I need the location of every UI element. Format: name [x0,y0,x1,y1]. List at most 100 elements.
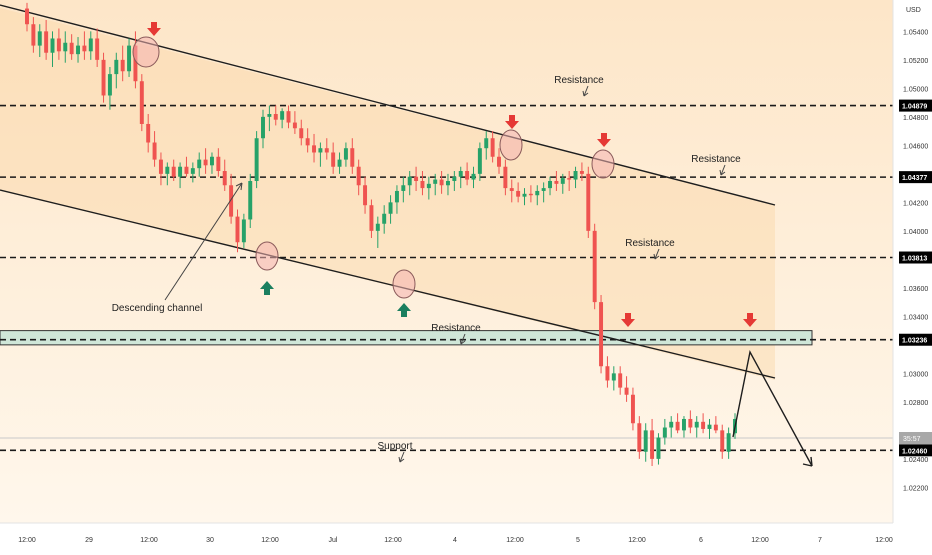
candle-body [720,430,725,452]
candle-body [567,178,572,180]
down-arrow-icon [147,22,161,36]
candle-body [56,38,61,52]
label-pointer [583,85,589,97]
candle-body [388,202,393,214]
resistance-label: Resistance [625,238,675,249]
candle-body [25,8,29,25]
time-tick-label: Jul [329,537,338,544]
candle-body [599,302,604,367]
candle-body [171,166,176,177]
candle-body [497,156,501,167]
candle-body [465,171,470,180]
candle-body [222,171,227,186]
projection-path [732,349,813,467]
price-tick-label: 1.04800 [903,115,928,122]
candle-body [63,42,68,52]
candle-body [452,176,457,181]
price-tick-label: 1.03000 [903,371,928,378]
candle-body [420,180,425,189]
level-price-text: 1.03813 [902,256,927,263]
candle-body [248,180,253,220]
candle-body [88,38,93,52]
candle-body [407,176,412,186]
candle-body [401,185,406,191]
candle-body [254,138,259,181]
candle-body [261,116,265,139]
candle-body [433,179,438,184]
candle-body [701,421,706,429]
up-arrow-icon [397,303,411,317]
candle-body [681,418,686,431]
candle-body [267,114,272,117]
candle-body [650,430,655,459]
resistance-zone [0,330,813,346]
candle-body [618,373,623,388]
candle-body [37,31,42,46]
candle-body [343,148,348,160]
candle-body [579,171,584,174]
down-arrow-icon [597,133,611,147]
candle-body [624,387,629,395]
candle-body [713,424,718,431]
candle-body [31,24,36,46]
descending-channel-label: Descending channel [112,303,203,314]
candle-body [363,185,368,206]
time-tick-label: 29 [85,537,93,544]
price-tick-label: 1.02800 [903,400,928,407]
candle-body [356,166,361,186]
candle-body [503,166,508,189]
channel-pointer [164,182,243,301]
highlight-circle [132,36,160,68]
time-tick-label: 12:00 [18,537,36,544]
support-label: Support [377,441,412,452]
label-pointer [654,248,660,260]
channel-lower-line [0,189,776,379]
time-tick-label: 12:00 [261,537,279,544]
candle-body [707,424,712,429]
time-tick-label: 12:00 [506,537,524,544]
candle-body [286,111,291,123]
candle-body [573,171,578,180]
candle-body [120,59,125,72]
price-tick-label: 1.05200 [903,58,928,65]
candle-body [688,418,693,428]
candle-body [382,213,387,224]
candle-body [299,128,304,139]
candle-body [637,423,642,452]
price-tick-label: 1.02400 [903,457,928,464]
candle-body [522,193,527,197]
candle-body [662,427,667,438]
price-tick-label: 1.04600 [903,143,928,150]
highlight-circle [392,269,416,299]
candle-body [197,159,202,169]
candle-body [280,111,285,120]
candle-body [133,45,138,82]
label-pointer-head [398,456,405,463]
time-tick-label: 6 [699,537,703,544]
candle-body [490,138,495,157]
candle-body [44,31,49,53]
time-tick-label: 12:00 [628,537,646,544]
candle-body [209,156,214,166]
label-pointer [720,164,726,176]
level-price-text: 1.04377 [902,175,927,182]
candle-body [69,42,74,55]
candle-body [229,185,234,217]
candle-body [241,219,246,243]
highlight-circle [255,241,279,271]
highlight-circle [499,129,523,161]
time-tick-label: 12:00 [875,537,893,544]
candle-body [528,193,533,196]
candle-body [414,176,419,181]
candle-body [101,59,106,96]
channel-pointer-head [235,182,243,191]
candle-body [560,178,565,184]
candle-body [158,159,163,174]
currency-label: USD [906,7,921,14]
down-arrow-icon [505,115,519,129]
candle-body [375,223,380,231]
time-tick-label: 12:00 [384,537,402,544]
time-tick-label: 30 [206,537,214,544]
